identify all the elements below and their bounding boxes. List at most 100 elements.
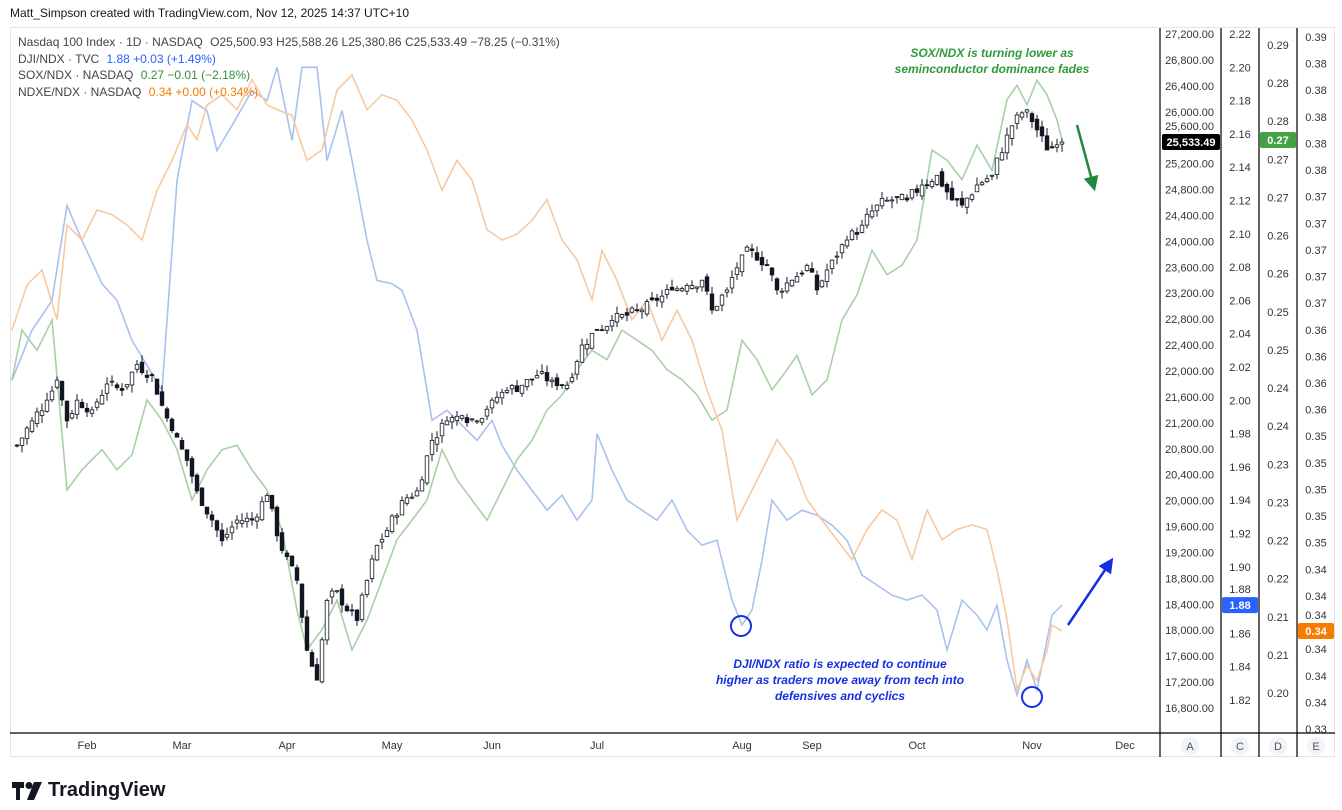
candle-body: [704, 276, 710, 292]
candle-body: [379, 538, 385, 543]
candle-body: [364, 579, 370, 595]
candle: [54, 376, 60, 390]
last-price-badge-A: 25,533.49: [1162, 134, 1220, 151]
axis-C-tick-label: 2.18: [1229, 96, 1250, 108]
candle-body: [44, 399, 50, 412]
candle-body: [259, 501, 265, 521]
axis-C-tick-label: 2.12: [1229, 196, 1250, 208]
candle: [279, 528, 285, 554]
candle: [859, 219, 865, 234]
candle: [404, 494, 410, 506]
candle: [454, 411, 460, 426]
candle-body: [879, 198, 885, 207]
candle: [564, 381, 570, 391]
candle-body: [279, 532, 285, 551]
candle-body: [119, 388, 125, 391]
candle-body: [114, 384, 120, 389]
legend-values: 0.27 −0.01 (−2.18%): [140, 68, 251, 82]
legend-row-ndx[interactable]: Nasdaq 100 Index · 1D · NASDAQ O25,500.9…: [18, 34, 564, 51]
candle-body: [149, 374, 155, 376]
tradingview-logo[interactable]: TradingView: [12, 779, 165, 802]
candle-body: [884, 199, 890, 202]
candle: [909, 188, 915, 201]
axis-A-tick-label: 17,200.00: [1165, 677, 1214, 689]
candle: [559, 383, 565, 389]
legend-row-dji-ndx[interactable]: DJI/NDX · TVC 1.88 +0.03 (+1.49%): [18, 51, 564, 68]
axis-button-D[interactable]: D: [1269, 737, 1287, 755]
axis-A-tick-label: 26,400.00: [1165, 81, 1214, 93]
candle: [624, 308, 630, 322]
axis-D-tick-label: 0.22: [1267, 536, 1288, 548]
candle-body: [239, 520, 245, 524]
candle: [899, 193, 905, 201]
candle-body: [74, 399, 80, 415]
candle-body: [774, 278, 780, 291]
legend-row-sox-ndx[interactable]: SOX/NDX · NASDAQ 0.27 −0.01 (−2.18%): [18, 67, 564, 84]
candle-body: [574, 361, 580, 375]
time-axis-label: Jun: [483, 740, 501, 752]
candle: [334, 590, 340, 594]
axis-E-tick-label: 0.37: [1305, 192, 1326, 204]
candle-body: [909, 189, 915, 199]
candle: [729, 270, 735, 294]
axis-C-tick-label: 2.16: [1229, 129, 1250, 141]
candle-body: [869, 210, 875, 218]
candle: [574, 359, 580, 380]
legend-row-ndxe-ndx[interactable]: NDXE/NDX · NASDAQ 0.34 +0.00 (+0.34%): [18, 84, 564, 101]
axis-E-tick-label: 0.38: [1305, 59, 1326, 71]
axis-D-tick-label: 0.28: [1267, 78, 1288, 90]
axis-C-tick-label: 1.82: [1229, 695, 1250, 707]
candle: [169, 417, 175, 433]
axis-E-tick-label: 0.38: [1305, 138, 1326, 150]
candle-body: [754, 252, 760, 261]
candle-body: [939, 171, 945, 187]
candle-body: [834, 255, 840, 258]
candle: [59, 380, 65, 406]
candle-body: [349, 609, 355, 612]
axis-D-tick-label: 0.20: [1267, 688, 1288, 700]
candle: [674, 285, 680, 292]
candle: [234, 515, 240, 530]
candle: [174, 432, 180, 438]
candle-body: [914, 188, 920, 193]
candle: [609, 314, 615, 332]
candle: [379, 533, 385, 550]
candle-body: [749, 248, 755, 251]
candle-body: [1044, 135, 1050, 151]
candle: [139, 355, 145, 375]
candle-body: [694, 286, 700, 289]
badge-value: 1.88: [1229, 600, 1250, 612]
candle-body: [929, 181, 935, 188]
series-lines: [11, 66, 1063, 698]
candle-body: [649, 297, 655, 301]
candle-body: [609, 320, 615, 327]
candle: [84, 403, 90, 417]
axis-C-tick-label: 2.20: [1229, 62, 1250, 74]
candle: [819, 279, 825, 289]
candle: [1009, 125, 1015, 146]
candle-body: [719, 294, 725, 306]
axis-button-C[interactable]: C: [1231, 737, 1249, 755]
axis-E-tick-label: 0.38: [1305, 112, 1326, 124]
candle-body: [454, 415, 460, 421]
axis-button-A[interactable]: A: [1181, 737, 1199, 755]
candle-body: [544, 372, 550, 382]
candle: [779, 287, 785, 299]
axis-E-tick-label: 0.35: [1305, 484, 1326, 496]
candle-body: [424, 455, 430, 484]
axis-E-tick-label: 0.37: [1305, 218, 1326, 230]
axis-button-E[interactable]: E: [1307, 737, 1325, 755]
candle: [699, 279, 705, 292]
axis-D-tick-label: 0.24: [1267, 421, 1288, 433]
candle: [409, 492, 415, 500]
candle: [664, 284, 670, 299]
axis-C-tick-label: 2.10: [1229, 229, 1250, 241]
candle-body: [509, 385, 515, 390]
candle-body: [629, 307, 635, 313]
candle: [249, 511, 255, 526]
candle: [714, 305, 720, 312]
candle: [784, 276, 790, 294]
candle: [1019, 111, 1025, 121]
candle-body: [569, 377, 575, 382]
